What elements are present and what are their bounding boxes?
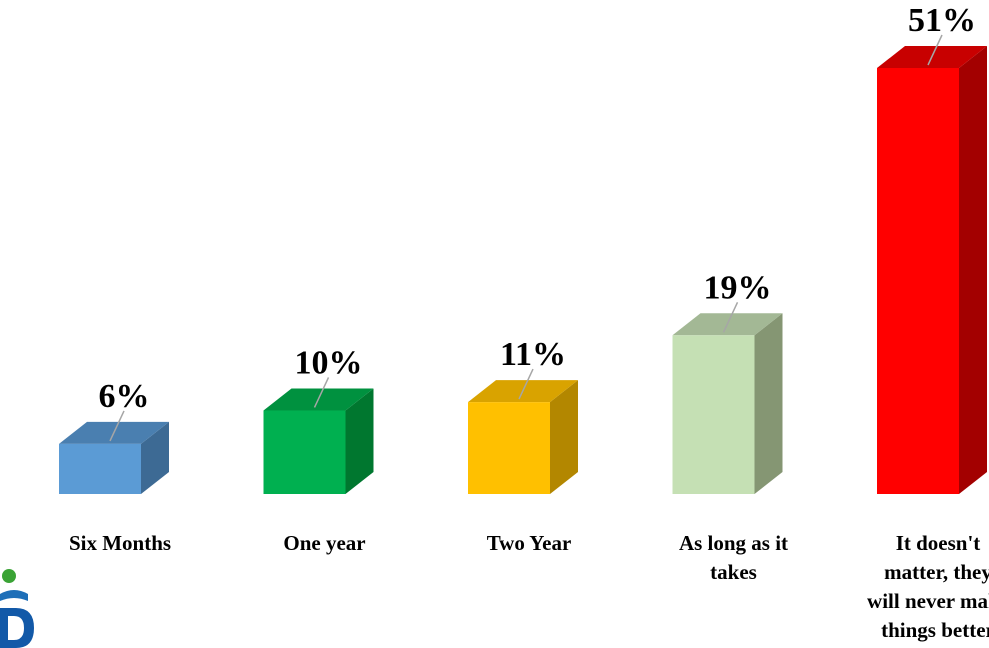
category-label-line: will never make [867, 589, 989, 613]
leader-line [722, 301, 739, 333]
category-label-line: As long as it [679, 531, 788, 555]
leader-line [313, 377, 330, 408]
category-label: Six Months [69, 531, 171, 555]
bar-front-face [59, 443, 141, 494]
category-label-line: things better [881, 618, 989, 642]
category-label-line: Six Months [69, 531, 171, 555]
category-label-line: One year [283, 531, 365, 555]
category-label-line: Two Year [487, 531, 572, 555]
bar-2 [468, 380, 578, 494]
bar-front-face [263, 410, 346, 494]
category-label: It doesn't matter, they will never make thi… [867, 531, 989, 642]
bar-front-face [468, 402, 550, 494]
value-label: 6% [99, 378, 150, 415]
logo-arc [0, 590, 28, 601]
category-label-line: It doesn't [896, 531, 981, 555]
value-label: 19% [704, 269, 772, 306]
leader-line [109, 410, 125, 442]
logo-letter [0, 608, 34, 648]
bar-side-face [141, 421, 169, 494]
category-label-line: matter, they [884, 560, 989, 584]
bar-front-face [877, 68, 959, 494]
value-labels-group: 6% 10% 11% 19% 51% [99, 2, 976, 442]
leader-line [927, 34, 943, 66]
leader-line [518, 368, 534, 400]
bar-front-face [672, 335, 755, 494]
bar-3 [672, 313, 783, 494]
bar-side-face [550, 380, 578, 494]
bar-side-face [345, 388, 374, 494]
bar-0 [59, 421, 169, 494]
logo-dot [2, 569, 16, 583]
category-label: Two Year [487, 531, 572, 555]
value-label: 11% [500, 336, 566, 373]
bar-1 [263, 388, 374, 494]
company-logo-icon [0, 569, 34, 648]
category-label: As long as it takes [679, 531, 788, 584]
value-label: 10% [295, 344, 363, 381]
value-label: 51% [908, 2, 976, 39]
bar-side-face [959, 46, 987, 494]
bar-4 [877, 46, 987, 494]
category-label: One year [283, 531, 365, 555]
category-label-line: takes [710, 560, 757, 584]
category-labels-group: Six Months One year Two Year As long as it t… [69, 531, 989, 642]
bars-group [59, 46, 987, 494]
bar-side-face [754, 313, 783, 494]
